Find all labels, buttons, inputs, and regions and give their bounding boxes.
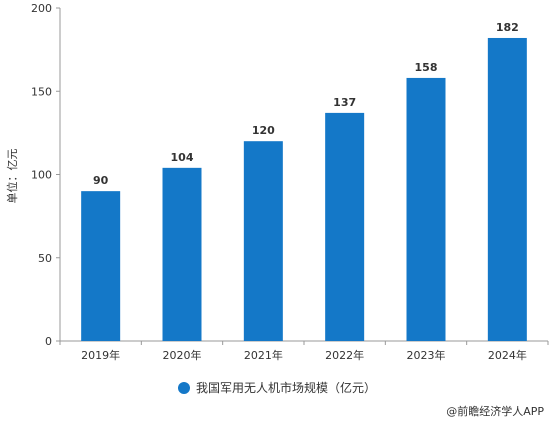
- bar-series: [81, 37, 527, 342]
- data-label: 120: [252, 124, 275, 137]
- bar: [81, 191, 121, 341]
- data-label: 137: [333, 96, 356, 109]
- bar: [406, 77, 446, 342]
- y-tick-label: 0: [45, 335, 52, 348]
- data-label: 104: [171, 151, 194, 164]
- x-tick-label: 2019年: [81, 348, 120, 362]
- x-tick-label: 2023年: [407, 348, 446, 362]
- y-tick-label: 50: [38, 252, 52, 265]
- chart-legend: 我国军用无人机市场规模（亿元）: [178, 379, 376, 396]
- chart-axes: 0 50 100 150 200 2019年 2020年 2021年 2022年 2023年 202…: [31, 2, 549, 362]
- x-tick-label: 2022年: [325, 348, 364, 362]
- x-tick-label: 2020年: [163, 348, 202, 362]
- data-label: 158: [415, 61, 438, 74]
- x-tick-label: 2021年: [244, 348, 283, 362]
- data-label: 90: [93, 174, 109, 187]
- bar: [325, 112, 365, 342]
- bar: [487, 37, 527, 341]
- data-labels: 90 104 120 137 158 182: [93, 21, 519, 187]
- y-tick-label: 100: [31, 169, 52, 182]
- data-label: 182: [496, 21, 519, 34]
- y-tick-label: 200: [31, 2, 52, 15]
- legend-marker: [178, 381, 190, 394]
- bar-chart: 0 50 100 150 200 2019年 2020年 2021年 2022年 2023年 202…: [5, 2, 549, 362]
- legend-label: 我国军用无人机市场规模（亿元）: [196, 381, 377, 395]
- source-credit: @前瞻经济学人APP: [446, 405, 544, 418]
- y-tick-label: 150: [31, 85, 52, 98]
- bar: [162, 167, 202, 341]
- y-axis-label: 单位：亿元: [5, 149, 19, 204]
- x-tick-label: 2024年: [488, 348, 527, 362]
- bar: [243, 141, 283, 341]
